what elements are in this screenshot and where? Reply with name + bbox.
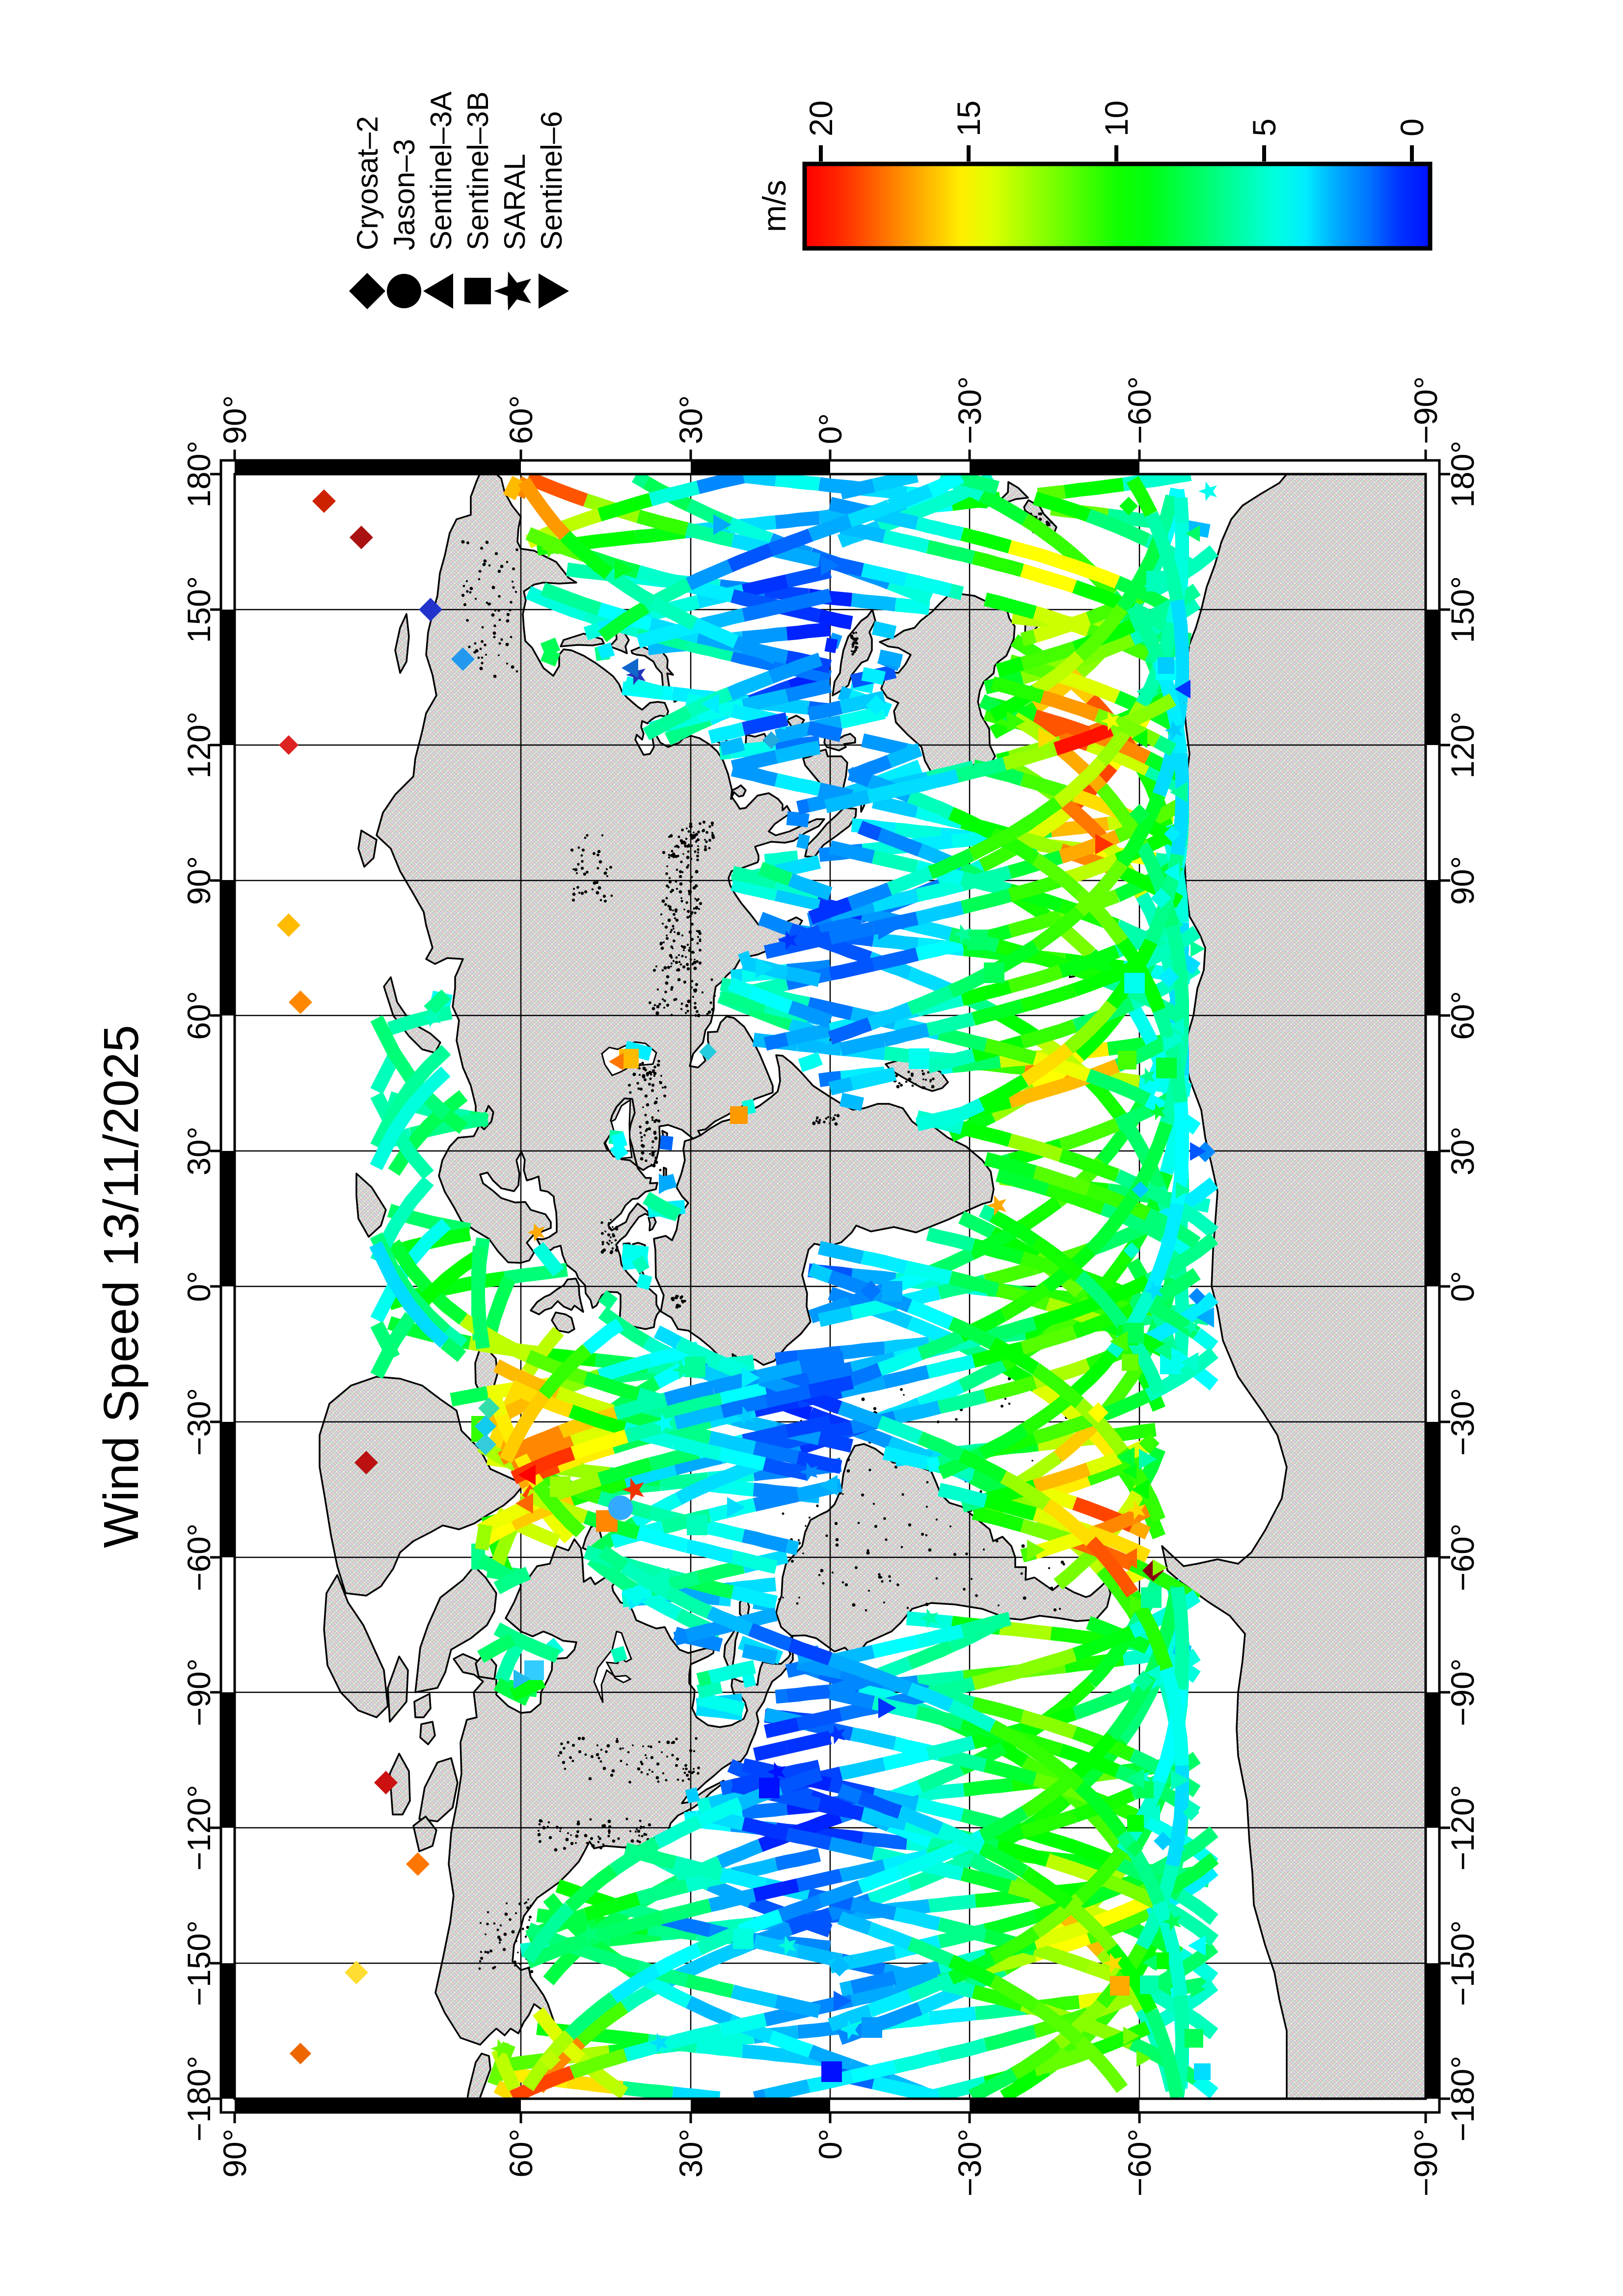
svg-text:−30°: −30° <box>951 2129 988 2196</box>
svg-text:−90°: −90° <box>1407 376 1444 444</box>
svg-text:−60°: −60° <box>1121 376 1158 444</box>
svg-text:0°: 0° <box>1444 1271 1481 1302</box>
svg-text:180°: 180° <box>181 441 217 508</box>
svg-text:Wind Speed 13/11/2025: Wind Speed 13/11/2025 <box>94 1025 149 1548</box>
svg-text:m/s: m/s <box>756 180 792 232</box>
svg-text:−60°: −60° <box>1121 2129 1158 2196</box>
svg-text:60°: 60° <box>503 2129 539 2178</box>
svg-text:5: 5 <box>1246 118 1282 136</box>
svg-text:150°: 150° <box>181 576 217 643</box>
svg-text:90°: 90° <box>216 395 253 444</box>
svg-text:−180°: −180° <box>1444 2056 1481 2141</box>
svg-text:60°: 60° <box>503 395 539 444</box>
svg-text:120°: 120° <box>1444 712 1481 779</box>
svg-text:−90°: −90° <box>1444 1658 1481 1726</box>
svg-text:90°: 90° <box>216 2129 253 2178</box>
svg-text:−60°: −60° <box>181 1523 217 1591</box>
svg-text:−30°: −30° <box>181 1388 217 1456</box>
svg-text:10: 10 <box>1098 101 1135 136</box>
svg-text:15: 15 <box>950 101 987 136</box>
svg-text:−120°: −120° <box>181 1785 217 1870</box>
svg-text:90°: 90° <box>181 856 217 905</box>
svg-text:60°: 60° <box>181 991 217 1040</box>
svg-text:30°: 30° <box>1444 1126 1481 1175</box>
svg-text:−30°: −30° <box>951 376 988 444</box>
svg-text:90°: 90° <box>1444 856 1481 905</box>
svg-text:Sentinel–3B: Sentinel–3B <box>461 91 494 250</box>
svg-text:0: 0 <box>1394 118 1430 136</box>
svg-text:−150°: −150° <box>181 1920 217 2006</box>
svg-text:−60°: −60° <box>1444 1523 1481 1591</box>
svg-text:0°: 0° <box>812 413 848 444</box>
svg-text:0°: 0° <box>812 2129 848 2160</box>
svg-text:30°: 30° <box>673 2129 709 2178</box>
svg-text:60°: 60° <box>1444 991 1481 1040</box>
svg-text:SARAL: SARAL <box>498 154 531 250</box>
svg-text:30°: 30° <box>181 1126 217 1175</box>
svg-text:−90°: −90° <box>181 1658 217 1726</box>
svg-text:Sentinel–3A: Sentinel–3A <box>425 91 458 250</box>
svg-text:−120°: −120° <box>1444 1785 1481 1870</box>
svg-text:−90°: −90° <box>1407 2129 1444 2196</box>
svg-text:180°: 180° <box>1444 441 1481 508</box>
svg-text:−150°: −150° <box>1444 1920 1481 2006</box>
svg-text:120°: 120° <box>181 712 217 779</box>
svg-text:Jason–3: Jason–3 <box>388 139 421 250</box>
svg-text:20: 20 <box>803 101 839 136</box>
svg-text:Sentinel–6: Sentinel–6 <box>535 111 568 250</box>
svg-text:Cryosat–2: Cryosat–2 <box>351 116 384 250</box>
svg-text:0°: 0° <box>181 1271 217 1302</box>
svg-text:30°: 30° <box>673 395 709 444</box>
svg-text:−30°: −30° <box>1444 1388 1481 1456</box>
svg-text:−180°: −180° <box>181 2056 217 2141</box>
svg-text:150°: 150° <box>1444 576 1481 643</box>
